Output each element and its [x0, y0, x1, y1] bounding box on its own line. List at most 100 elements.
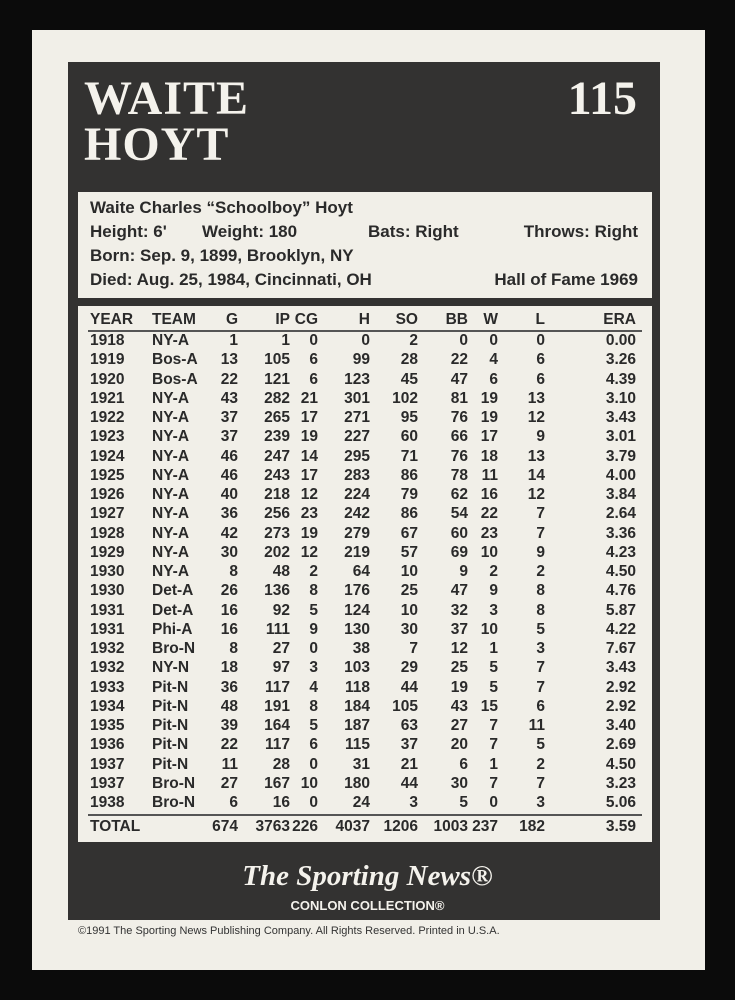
cell-bb: 6: [459, 755, 468, 773]
cell-so: 60: [400, 428, 418, 446]
cell-bb: 69: [450, 543, 468, 561]
cell-team: Bos-A: [152, 370, 198, 388]
cell-l: 6: [536, 351, 545, 369]
cell-w: 0: [489, 332, 498, 349]
column-header-so: SO: [395, 311, 418, 328]
column-header-team: TEAM: [152, 311, 196, 328]
cell-ip: 247: [264, 447, 290, 465]
cell-bb: 66: [450, 428, 468, 446]
cell-ip: 167: [264, 774, 290, 792]
cell-team: NY-N: [152, 659, 190, 677]
cell-so: 3: [409, 794, 418, 811]
cell-w: 5: [489, 678, 498, 696]
cell-so: 86: [400, 466, 418, 484]
cell-g: 26: [220, 582, 238, 600]
cell-h: 38: [352, 640, 370, 657]
cell-w: 11: [481, 466, 498, 484]
cell-ip: 121: [264, 370, 290, 388]
cell-w: 15: [480, 697, 498, 715]
cell-ip: 117: [264, 736, 290, 754]
cell-year: 1921: [90, 389, 125, 407]
cell-team: NY-A: [152, 505, 190, 523]
cell-bb: 76: [450, 447, 468, 465]
cell-l: 7: [536, 659, 545, 677]
cell-ip: 16: [272, 794, 290, 811]
column-header-bb: BB: [445, 311, 468, 328]
cell-ip: 243: [264, 466, 290, 484]
cell-so: 79: [400, 486, 418, 503]
cell-year: 1923: [90, 428, 125, 446]
cell-ip: 48: [272, 563, 290, 580]
cell-era: 3.84: [605, 486, 636, 503]
cell-year: 1922: [90, 409, 125, 426]
cell-cg: 6: [309, 351, 318, 369]
sporting-news-logo: The Sporting News®: [242, 860, 493, 892]
cell-w: 16: [480, 486, 498, 503]
cell-cg: 0: [309, 640, 318, 657]
cell-bb: 5: [459, 794, 468, 811]
cell-team: Pit-N: [152, 755, 189, 773]
cell-cg: 8: [309, 582, 318, 600]
cell-l: 5: [536, 620, 545, 638]
cell-l: 0: [536, 332, 545, 349]
cell-w: 0: [489, 794, 498, 811]
cell-g: 8: [229, 563, 238, 580]
cell-so: 63: [400, 717, 418, 734]
cell-g: 1: [229, 332, 238, 349]
column-header-cg: CG: [294, 311, 318, 328]
height: Height: 6': [90, 222, 167, 241]
cell-era: 2.64: [605, 505, 636, 523]
cell-ip: 191: [264, 697, 290, 715]
cell-bb: 20: [450, 736, 468, 754]
throws: Throws: Right: [523, 222, 638, 241]
cell-bb: 32: [450, 601, 468, 619]
column-header-w: W: [483, 311, 498, 328]
cell-bb: 25: [450, 659, 468, 677]
cell-ip: 105: [264, 351, 290, 369]
cell-year: 1932: [90, 659, 125, 677]
cell-era: 3.36: [605, 524, 636, 542]
cell-bb: 47: [450, 582, 468, 600]
column-header-ip: IP: [275, 311, 290, 328]
cell-so: 95: [400, 409, 418, 426]
cell-so: 71: [400, 447, 418, 465]
cell-bb: 47: [450, 370, 468, 388]
cell-cg: 6: [309, 370, 318, 388]
cell-cg: 5: [309, 717, 318, 734]
cell-g: 48: [220, 697, 238, 715]
player-name: WAITE HOYT: [84, 75, 249, 171]
cell-so: 86: [400, 505, 418, 523]
cell-team: NY-A: [152, 428, 190, 446]
cell-l: 2: [536, 563, 545, 580]
cell-g: 42: [220, 524, 238, 542]
cell-team: NY-A: [152, 524, 190, 542]
cell-ip: 28: [272, 755, 290, 773]
cell-l: 12: [527, 486, 545, 503]
cell-h: 295: [344, 447, 370, 465]
cell-w: 19: [480, 389, 498, 407]
full-name: Waite Charles “Schoolboy” Hoyt: [90, 198, 353, 217]
cell-cg: 0: [309, 755, 318, 773]
total-h: 4037: [335, 818, 370, 835]
cell-cg: 12: [300, 543, 318, 561]
cell-h: 227: [344, 428, 370, 446]
cell-g: 8: [229, 640, 238, 657]
cell-so: 44: [400, 774, 418, 792]
collection-label: CONLON COLLECTION®: [290, 898, 445, 913]
cell-h: 24: [352, 794, 370, 811]
cell-h: 187: [344, 717, 370, 734]
cell-team: Det-A: [152, 582, 194, 600]
last-name: HOYT: [84, 118, 230, 171]
cell-team: Pit-N: [152, 717, 189, 734]
cell-era: 3.43: [605, 659, 636, 677]
cell-h: 115: [344, 736, 370, 754]
cell-team: NY-A: [152, 563, 190, 580]
cell-g: 40: [220, 486, 238, 503]
cell-h: 283: [344, 466, 370, 484]
cell-cg: 8: [309, 697, 318, 715]
cell-cg: 10: [300, 774, 318, 792]
cell-h: 124: [344, 601, 370, 619]
cell-ip: 1: [281, 332, 290, 349]
cell-team: Pit-N: [152, 678, 189, 696]
cell-l: 3: [536, 794, 545, 811]
